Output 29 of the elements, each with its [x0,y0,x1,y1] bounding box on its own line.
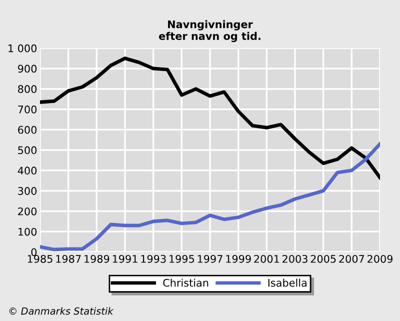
chart-title: Navngivninger efter navn og tid. [159,20,260,42]
legend-label: Isabella [268,278,306,287]
x-tick-label: 2001 [254,254,279,263]
y-tick-label: 200 [18,207,37,216]
x-tick-label: 1985 [28,254,52,263]
y-tick-label: 800 [18,85,37,94]
legend-label: Christian [163,278,208,287]
x-tick-label: 1987 [56,254,81,263]
y-tick-label: 100 [18,228,37,236]
y-tick-label: 1 000 [8,44,37,52]
y-tick-label: 600 [18,126,37,134]
y-tick-label: 700 [18,106,37,114]
x-tick-label: 1999 [226,254,251,263]
y-tick-label: 300 [18,187,37,195]
y-tick-label: 400 [18,166,37,175]
x-tick-label: 1995 [170,254,194,263]
x-tick-label: 1997 [198,254,222,263]
text: © Danmarks Statistik [9,307,114,315]
x-tick-label: 2005 [310,254,336,263]
x-tick-label: 2003 [282,254,308,263]
x-tick-label: 1989 [84,254,110,263]
y-tick-label: 900 [18,64,37,73]
x-tick-label: 1993 [141,254,166,263]
line-series [40,56,380,180]
y-tick-label: 0 [31,248,37,256]
x-tick-label: 1991 [112,254,138,263]
y-tick-label: 500 [18,146,37,154]
x-tick-label: 2009 [368,254,393,263]
x-tick-label: 2007 [339,254,364,263]
